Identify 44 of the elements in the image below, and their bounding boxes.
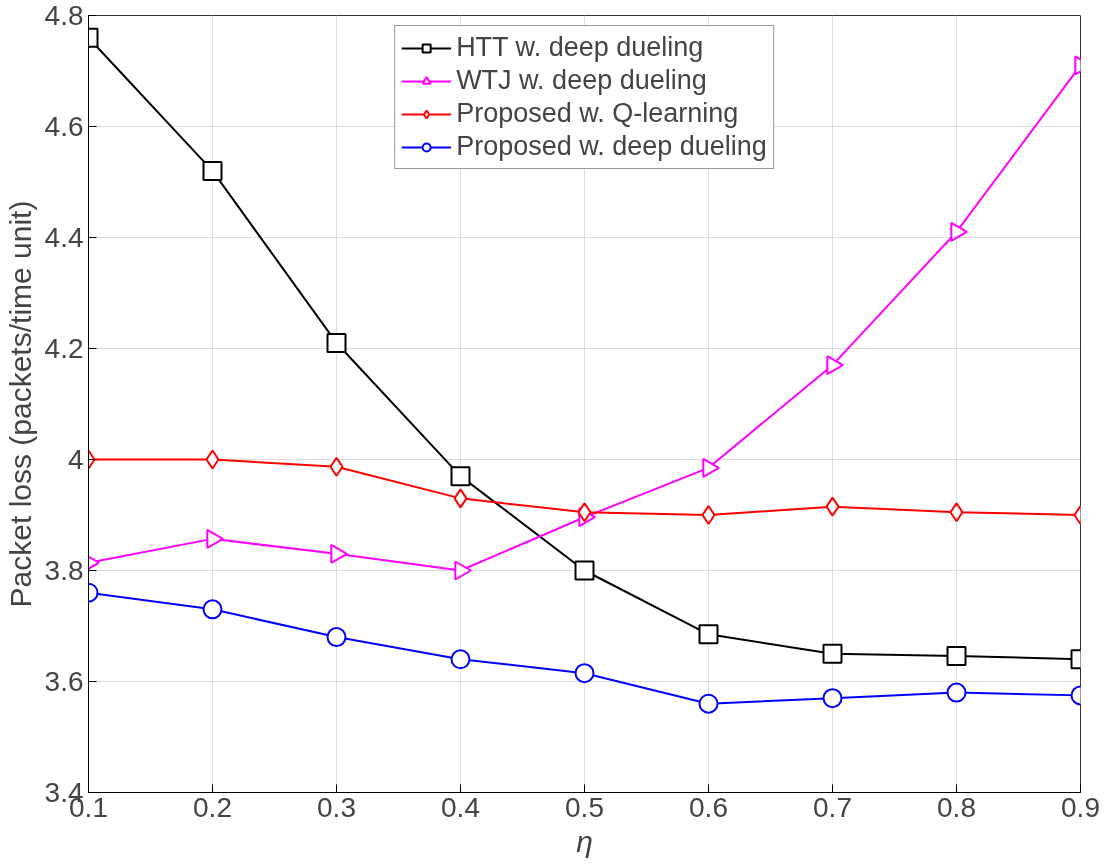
point <box>825 496 840 517</box>
x-tick-label: 0.9 <box>1061 791 1100 823</box>
point <box>698 693 719 714</box>
y-tick-label: 3.6 <box>44 666 84 697</box>
point <box>202 160 223 181</box>
x-tick-label: 0.6 <box>689 791 728 823</box>
legend-label: HTT w. deep dueling <box>456 32 704 63</box>
x-tick-label: 0.2 <box>193 791 232 823</box>
point <box>329 456 344 477</box>
legend-label: Proposed w. Q-learning <box>456 98 739 129</box>
point <box>450 466 471 487</box>
point <box>574 663 595 684</box>
point <box>326 332 347 353</box>
point <box>450 649 471 670</box>
point <box>202 599 223 620</box>
point <box>701 505 716 525</box>
y-tick-label: 4.4 <box>44 222 84 253</box>
point <box>949 502 964 523</box>
y-tick-label: 4.2 <box>44 333 84 364</box>
point <box>822 643 843 664</box>
x-tick-label: 0.3 <box>317 791 356 823</box>
x-tick-label: 0.4 <box>441 791 480 823</box>
point <box>574 560 595 581</box>
x-tick-label: 0.7 <box>813 791 852 823</box>
point <box>205 449 220 470</box>
point <box>330 543 348 564</box>
legend-label: Proposed w. deep dueling <box>456 131 767 162</box>
x-tick-label: 0.5 <box>565 791 604 823</box>
y-tick-label: 4 <box>67 444 84 475</box>
point <box>698 624 719 645</box>
point <box>946 645 967 666</box>
x-axis-title: η <box>576 824 593 858</box>
point <box>822 688 843 709</box>
point <box>453 488 468 509</box>
point <box>206 528 224 549</box>
y-axis-title: Packet loss (packets/time unit) <box>3 200 37 608</box>
x-tick-label: 0.8 <box>937 791 976 823</box>
point <box>326 627 347 648</box>
y-tick-label: 4.6 <box>44 111 84 142</box>
y-tick-label: 3.8 <box>44 555 84 586</box>
point <box>946 682 967 703</box>
y-tick-label: 4.8 <box>44 0 84 31</box>
legend-label: WTJ w. deep dueling <box>456 65 707 96</box>
point <box>577 502 592 523</box>
